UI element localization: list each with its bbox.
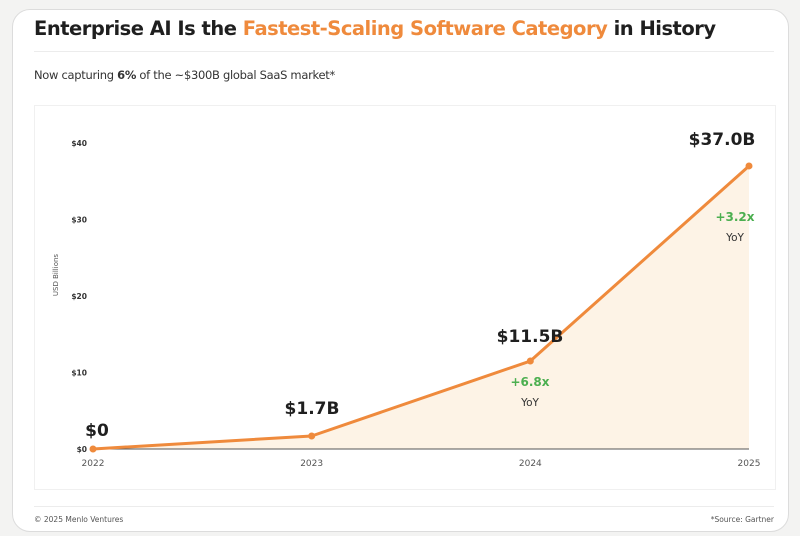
data-label: $11.5B [497, 327, 564, 347]
x-tick-label: 2022 [82, 459, 105, 469]
x-tick-label: 2025 [738, 459, 761, 469]
x-tick-label: 2024 [519, 459, 542, 469]
data-label: $0 [85, 421, 109, 441]
yoy-label: YoY [520, 397, 539, 409]
series-line [92, 164, 750, 451]
data-point [89, 445, 97, 453]
y-tick-label: $20 [71, 292, 87, 301]
source-note: *Source: Gartner [710, 515, 774, 524]
y-axis-label: USD Billions [52, 254, 60, 296]
data-point [745, 162, 753, 170]
copyright: © 2025 Menlo Ventures [34, 515, 124, 524]
page-title: Enterprise AI Is the Fastest-Scaling Sof… [34, 17, 716, 40]
growth-annotation: +3.2x [715, 210, 754, 224]
divider [34, 506, 774, 507]
yoy-label: YoY [725, 232, 744, 244]
divider [34, 51, 774, 52]
subtitle: Now capturing 6% of the ~$300B global Sa… [34, 68, 335, 82]
y-tick-label: $30 [71, 216, 87, 225]
growth-annotation: +6.8x [510, 375, 549, 389]
x-tick-label: 2023 [300, 459, 323, 469]
y-tick-label: $40 [71, 139, 87, 148]
data-label: $37.0B [689, 130, 756, 150]
y-tick-label: $10 [71, 369, 87, 378]
area-fill [93, 165, 749, 449]
y-tick-label: $0 [77, 445, 87, 454]
data-point [526, 357, 534, 365]
data-point [308, 432, 316, 440]
data-label: $1.7B [285, 399, 340, 419]
